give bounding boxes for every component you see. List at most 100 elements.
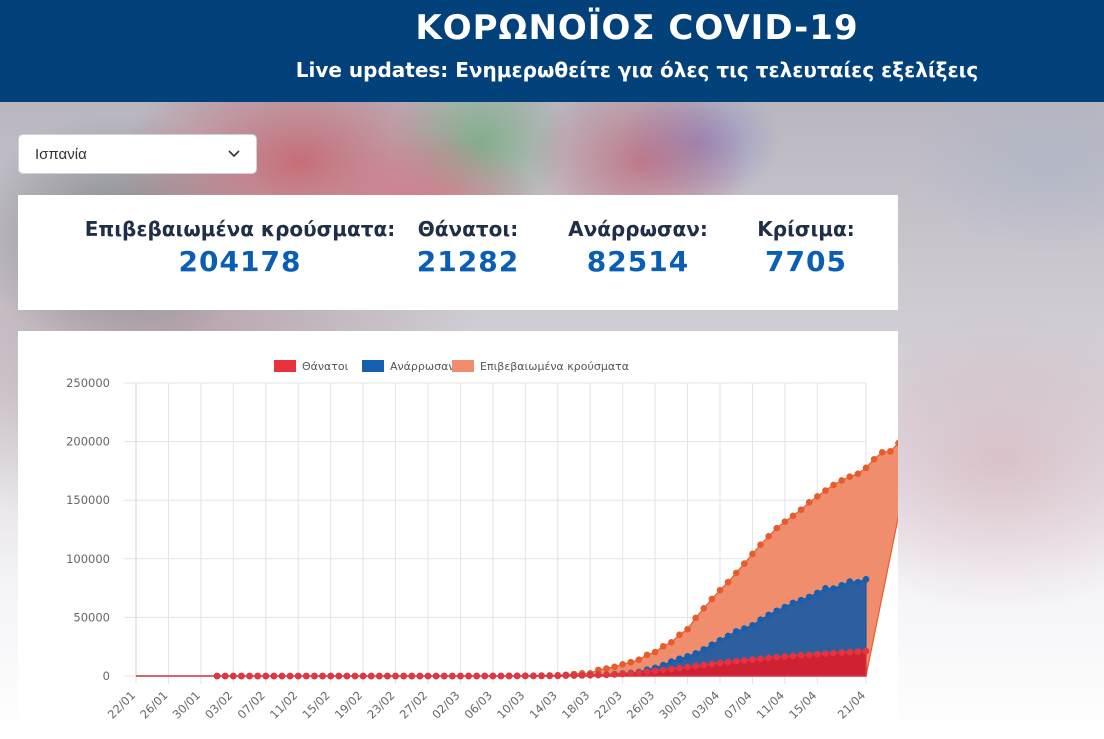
- point-deaths: [270, 672, 278, 680]
- point-deaths: [822, 650, 829, 657]
- point-deaths: [262, 672, 270, 680]
- x-tick-label: 14/03: [527, 688, 560, 721]
- point-deaths: [457, 672, 464, 680]
- point-deaths: [684, 663, 691, 671]
- point-confirmed: [781, 518, 789, 526]
- point-deaths: [716, 659, 724, 667]
- point-confirmed: [878, 449, 886, 456]
- legend-swatch-recovered: [362, 360, 384, 372]
- legend-label-confirmed: Επιβεβαιωμένα κρούσματα: [480, 360, 629, 373]
- point-deaths: [578, 672, 586, 679]
- point-confirmed: [789, 512, 797, 520]
- point-confirmed: [838, 477, 845, 484]
- x-tick-label: 11/02: [267, 688, 300, 721]
- point-confirmed: [716, 586, 724, 594]
- x-tick-label: 18/03: [559, 688, 592, 721]
- point-deaths: [254, 672, 261, 680]
- point-deaths: [651, 667, 659, 675]
- point-deaths: [319, 672, 326, 680]
- point-deaths: [327, 672, 334, 680]
- legend-item-deaths: Θάνατοι: [274, 360, 349, 373]
- x-tick-label: 03/02: [202, 688, 235, 721]
- stat-critical-label: Κρίσιμα:: [757, 217, 855, 241]
- point-deaths: [789, 652, 797, 660]
- legend-swatch-deaths: [274, 360, 296, 372]
- y-tick-label: 50000: [73, 610, 110, 624]
- point-confirmed: [708, 595, 716, 603]
- point-confirmed: [895, 439, 898, 447]
- chart-x-axis: 22/01 26/01 30/01 03/02 07/02 11/02 15/02 19/02…: [105, 688, 868, 721]
- point-deaths: [230, 672, 237, 680]
- chart-y-axis: 0 50000 100000 150000 200000 250000: [66, 376, 110, 683]
- point-recovered: [668, 658, 675, 665]
- point-confirmed: [814, 493, 821, 500]
- legend-label-deaths: Θάνατοι: [302, 360, 349, 373]
- point-confirmed: [797, 506, 805, 513]
- point-deaths: [481, 672, 489, 680]
- point-deaths: [335, 672, 343, 680]
- point-deaths: [838, 649, 845, 656]
- point-deaths: [278, 672, 286, 680]
- point-deaths: [708, 660, 716, 668]
- point-confirmed: [619, 661, 626, 668]
- page-subtitle: Live updates: Ενημερωθείτε για όλες τις …: [295, 58, 979, 82]
- x-tick-label: 11/04: [754, 688, 787, 721]
- point-deaths: [400, 672, 407, 680]
- stat-critical: Κρίσιμα: 7705: [751, 217, 861, 278]
- x-tick-label: 27/02: [397, 688, 430, 721]
- point-recovered: [765, 611, 772, 619]
- point-deaths: [627, 669, 635, 677]
- stat-deaths-value: 21282: [416, 245, 520, 278]
- point-deaths: [757, 655, 764, 662]
- chevron-down-icon: [228, 150, 240, 158]
- point-deaths: [668, 665, 675, 673]
- x-tick-label: 15/04: [786, 688, 819, 721]
- point-deaths: [392, 672, 399, 680]
- point-deaths: [311, 672, 318, 680]
- point-deaths: [659, 666, 667, 674]
- point-confirmed: [773, 524, 781, 532]
- point-deaths: [432, 672, 440, 680]
- point-confirmed: [805, 498, 813, 506]
- point-confirmed: [676, 631, 683, 639]
- country-select-value: Ισπανία: [35, 145, 87, 163]
- point-recovered: [854, 578, 862, 586]
- point-deaths: [440, 672, 448, 680]
- point-confirmed: [659, 642, 667, 650]
- page-header: ΚΟΡΩΝΟΪΟΣ COVID-19 Live updates: Ενημερω…: [0, 0, 1104, 102]
- point-deaths: [513, 672, 521, 680]
- point-deaths: [676, 664, 683, 672]
- point-confirmed: [684, 625, 691, 633]
- x-tick-label: 15/02: [299, 688, 332, 721]
- x-tick-label: 22/01: [105, 688, 138, 721]
- point-deaths: [522, 672, 529, 680]
- point-recovered: [684, 653, 691, 660]
- stat-confirmed: Επιβεβαιωμένα κρούσματα: 204178: [63, 217, 417, 278]
- point-deaths: [862, 647, 870, 655]
- point-deaths: [384, 672, 391, 680]
- legend-item-confirmed: Επιβεβαιωμένα κρούσματα: [452, 360, 629, 373]
- point-confirmed: [611, 663, 618, 671]
- point-deaths: [619, 670, 626, 678]
- x-tick-label: 26/03: [624, 688, 657, 721]
- point-deaths: [749, 656, 756, 663]
- x-tick-label: 23/02: [364, 688, 397, 721]
- point-recovered: [781, 603, 789, 611]
- point-deaths: [854, 648, 862, 655]
- x-tick-label: 21/04: [835, 688, 868, 721]
- point-deaths: [773, 653, 781, 661]
- point-confirmed: [643, 651, 651, 659]
- x-tick-label: 22/03: [591, 688, 624, 721]
- country-select[interactable]: Ισπανία: [18, 134, 257, 174]
- y-tick-label: 200000: [66, 435, 110, 449]
- point-deaths: [797, 651, 805, 659]
- point-recovered: [700, 646, 708, 653]
- point-recovered: [708, 641, 716, 648]
- point-deaths: [570, 672, 578, 679]
- point-confirmed: [822, 487, 829, 494]
- point-deaths: [294, 672, 302, 680]
- point-confirmed: [603, 665, 610, 672]
- x-tick-label: 06/03: [462, 688, 495, 721]
- point-recovered: [814, 589, 821, 597]
- x-tick-label: 03/04: [689, 688, 722, 721]
